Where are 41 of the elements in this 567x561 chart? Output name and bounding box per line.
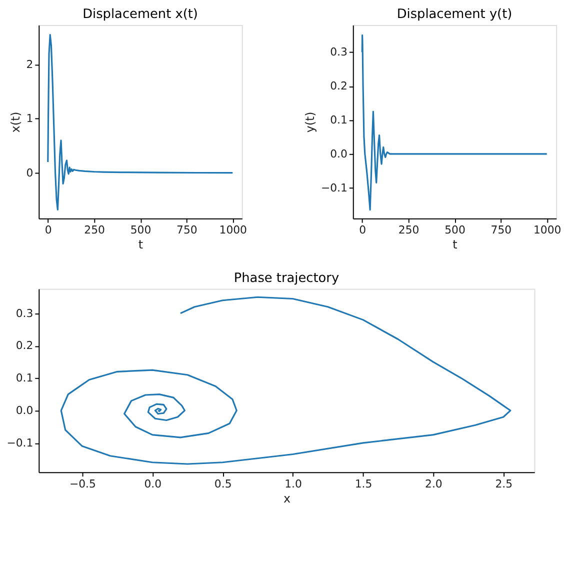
x-tick-label: 0 (359, 224, 366, 237)
x-tick-label: 2.5 (495, 477, 513, 490)
y-tick-label: 0.3 (16, 306, 34, 320)
x-tick-label: 0 (44, 224, 52, 237)
x-tick-label: 500 (130, 224, 152, 237)
x-tick-label: 250 (84, 224, 106, 237)
y-axis-title: y(t) (303, 112, 318, 133)
y-tick-label: 2 (26, 58, 34, 72)
y-tick-label: 0.0 (16, 404, 34, 418)
x-tick-label: 1000 (219, 224, 248, 237)
x-tick-label: 0.5 (214, 477, 232, 490)
y-tick-label: 0.2 (330, 80, 348, 93)
x-tick-label: 0.0 (144, 477, 162, 490)
y-tick-label: 1 (26, 112, 34, 126)
y-tick-label: 0.3 (330, 46, 348, 59)
x-tick-label: 750 (490, 224, 512, 237)
y-tick-label: 0.1 (330, 113, 348, 126)
chart-title: Displacement y(t) (396, 7, 512, 22)
y-tick-label: 0 (26, 166, 34, 180)
line-series (361, 34, 548, 211)
y-tick-label: −0.1 (6, 436, 34, 450)
x-axis-title: x (283, 491, 290, 506)
x-tick-label: −0.5 (69, 477, 96, 490)
x-tick-label: 2.0 (425, 477, 442, 490)
y-tick-label: 0.0 (330, 147, 348, 160)
x-axis-title: t (138, 238, 144, 252)
x-tick-label: 1000 (533, 224, 562, 237)
line-series (47, 34, 234, 210)
y-axis-title: x(t) (8, 112, 22, 133)
x-axis-title: t (452, 238, 458, 252)
chart-title: Phase trajectory (234, 270, 340, 286)
y-tick-label: 0.1 (16, 372, 34, 385)
line-series (60, 296, 512, 465)
x-tick-label: 1.0 (284, 477, 302, 490)
chart-title: Displacement x(t) (82, 7, 198, 22)
x-tick-label: 500 (444, 224, 466, 237)
x-tick-label: 250 (398, 224, 420, 237)
x-tick-label: 1.5 (354, 477, 372, 490)
x-tick-label: 750 (176, 224, 198, 237)
y-tick-label: 0.2 (16, 339, 34, 352)
y-tick-label: −0.1 (320, 181, 348, 194)
